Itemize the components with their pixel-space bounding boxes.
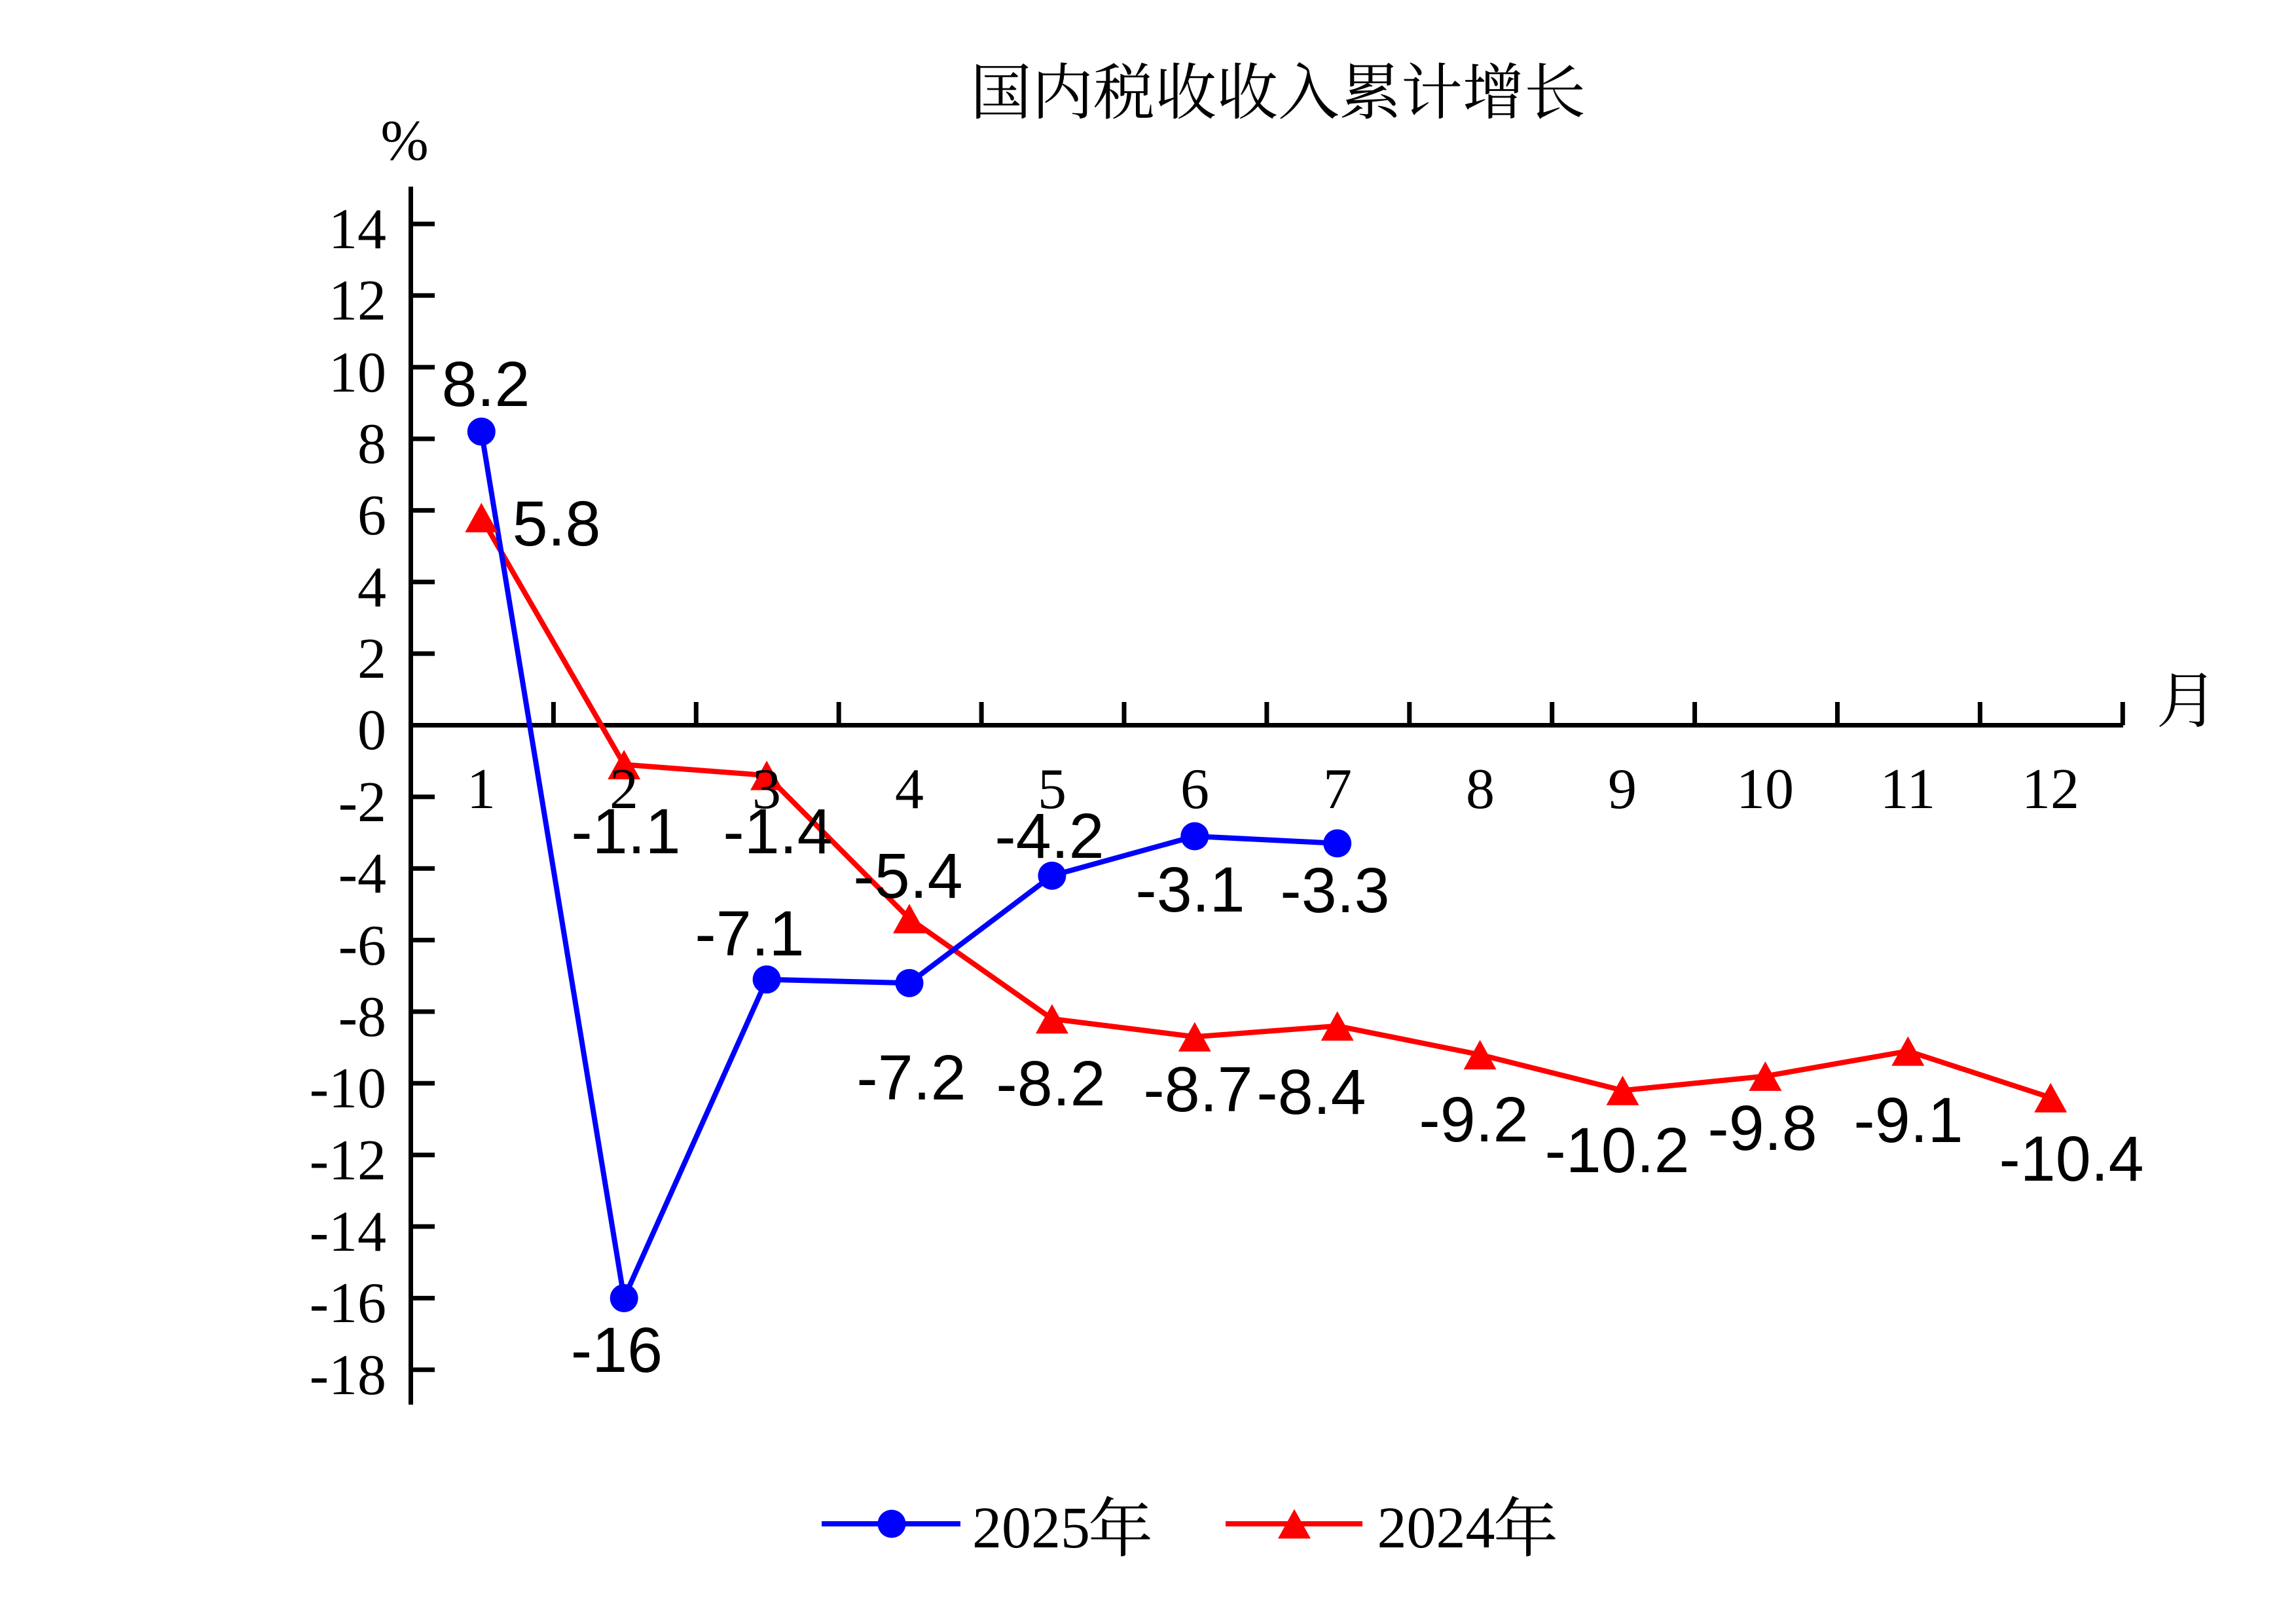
svg-text:-14: -14 — [310, 1200, 386, 1264]
svg-text:6: 6 — [357, 484, 386, 547]
svg-text:2024: 2024 — [1377, 1496, 1495, 1560]
svg-text:4: 4 — [357, 556, 386, 619]
svg-text:-7.2: -7.2 — [856, 1042, 966, 1113]
svg-text:-1.1: -1.1 — [571, 796, 680, 867]
svg-text:-16: -16 — [310, 1272, 386, 1335]
svg-text:-9.1: -9.1 — [1853, 1084, 1963, 1156]
svg-text:-10.4: -10.4 — [1999, 1123, 2143, 1194]
svg-text:5: 5 — [1038, 758, 1066, 821]
svg-text:12: 12 — [2022, 758, 2079, 821]
svg-text:3: 3 — [752, 758, 781, 821]
svg-text:10: 10 — [329, 341, 386, 405]
svg-text:-16: -16 — [571, 1314, 663, 1386]
svg-text:-10.2: -10.2 — [1544, 1115, 1689, 1186]
svg-text:10: 10 — [1736, 758, 1794, 821]
svg-text:0: 0 — [357, 699, 386, 762]
svg-text:-18: -18 — [310, 1344, 386, 1407]
svg-text:7: 7 — [1323, 758, 1352, 821]
svg-text:-4: -4 — [338, 842, 386, 906]
svg-text:%: % — [380, 109, 428, 173]
svg-text:-1.4: -1.4 — [723, 796, 832, 867]
svg-text:5.8: 5.8 — [513, 488, 601, 559]
svg-text:12: 12 — [329, 269, 386, 333]
svg-text:-5.4: -5.4 — [853, 840, 962, 912]
svg-text:8.2: 8.2 — [442, 348, 530, 420]
svg-text:2: 2 — [357, 627, 386, 691]
svg-text:9: 9 — [1608, 758, 1637, 821]
svg-text:-9.8: -9.8 — [1707, 1092, 1817, 1164]
svg-text:-3.3: -3.3 — [1280, 855, 1389, 926]
svg-text:8: 8 — [1466, 758, 1495, 821]
svg-text:-8.4: -8.4 — [1256, 1056, 1366, 1128]
svg-text:-8: -8 — [338, 986, 386, 1049]
svg-text:-9.2: -9.2 — [1419, 1084, 1528, 1155]
svg-text:-8.2: -8.2 — [996, 1048, 1105, 1119]
svg-text:1: 1 — [467, 758, 496, 821]
svg-text:-4.2: -4.2 — [994, 800, 1104, 872]
svg-text:2: 2 — [610, 758, 638, 821]
svg-text:-7.1: -7.1 — [695, 898, 804, 969]
svg-text:-6: -6 — [338, 914, 386, 978]
svg-text:6: 6 — [1180, 758, 1209, 821]
svg-text:-2: -2 — [338, 771, 386, 834]
svg-text:2025: 2025 — [972, 1496, 1090, 1560]
svg-text:14: 14 — [329, 198, 386, 261]
svg-text:8: 8 — [357, 413, 386, 476]
svg-text:-12: -12 — [310, 1129, 386, 1192]
svg-text:11: 11 — [1880, 758, 1936, 821]
svg-text:4: 4 — [895, 758, 924, 821]
svg-text:-8.7: -8.7 — [1143, 1054, 1252, 1125]
svg-text:-10: -10 — [310, 1057, 386, 1120]
svg-text:-3.1: -3.1 — [1135, 854, 1245, 925]
